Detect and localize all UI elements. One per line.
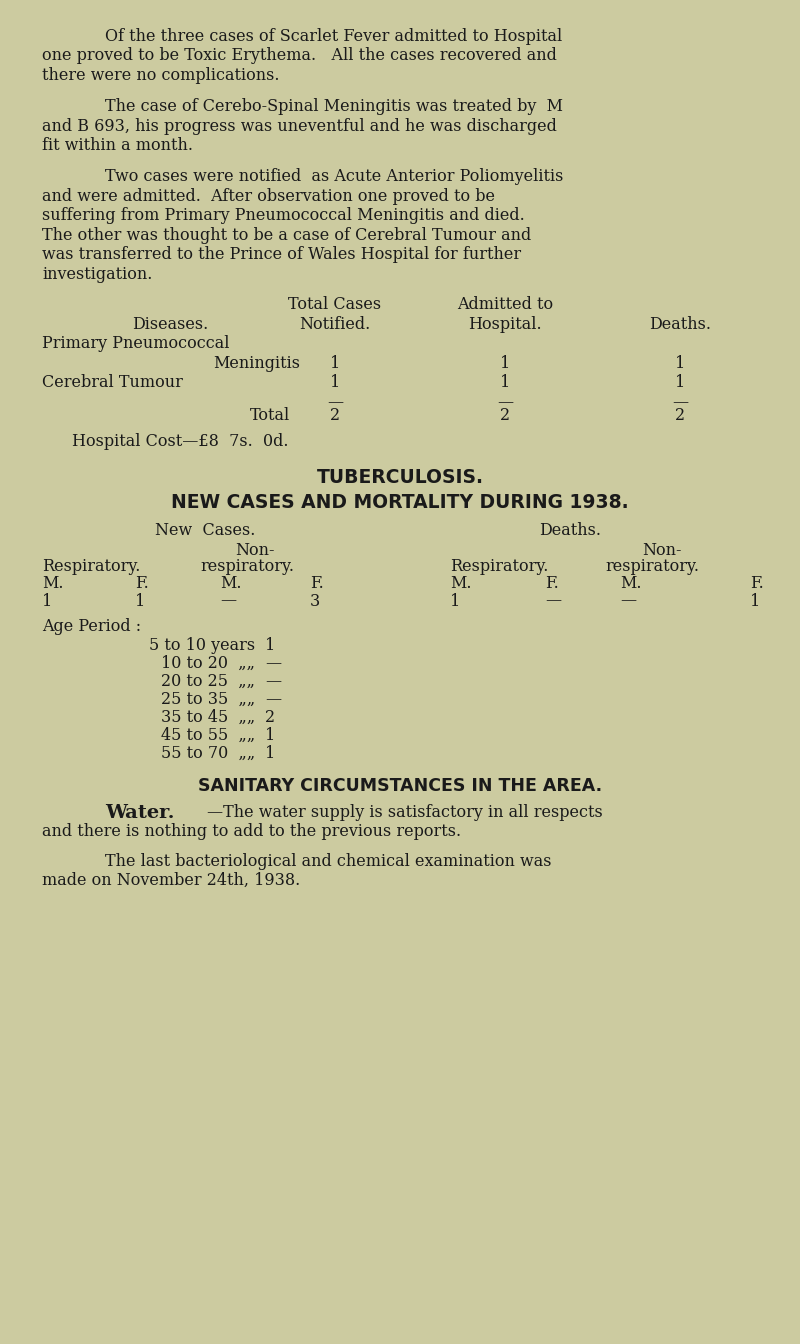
Text: 5 to 10 years: 5 to 10 years	[149, 637, 255, 655]
Text: 1: 1	[265, 637, 275, 655]
Text: —: —	[265, 691, 281, 708]
Text: fit within a month.: fit within a month.	[42, 137, 193, 155]
Text: Total Cases: Total Cases	[289, 296, 382, 313]
Text: investigation.: investigation.	[42, 266, 152, 282]
Text: Deaths.: Deaths.	[539, 523, 601, 539]
Text: Deaths.: Deaths.	[649, 316, 711, 332]
Text: Age Period :: Age Period :	[42, 618, 141, 634]
Text: Admitted to: Admitted to	[457, 296, 553, 313]
Text: 45 to 55  „„: 45 to 55 „„	[161, 727, 255, 745]
Text: Hospital.: Hospital.	[468, 316, 542, 332]
Text: Cerebral Tumour: Cerebral Tumour	[42, 374, 183, 391]
Text: was transferred to the Prince of Wales Hospital for further: was transferred to the Prince of Wales H…	[42, 246, 521, 263]
Text: 1: 1	[265, 727, 275, 745]
Text: 1: 1	[330, 355, 340, 372]
Text: respiratory.: respiratory.	[200, 558, 294, 575]
Text: —: —	[620, 593, 636, 610]
Text: 2: 2	[675, 407, 685, 425]
Text: Non-: Non-	[642, 542, 682, 559]
Text: —: —	[265, 673, 281, 691]
Text: M.: M.	[450, 575, 471, 591]
Text: 1: 1	[42, 593, 52, 610]
Text: 25 to 35  „„: 25 to 35 „„	[161, 691, 255, 708]
Text: 1: 1	[135, 593, 146, 610]
Text: SANITARY CIRCUMSTANCES IN THE AREA.: SANITARY CIRCUMSTANCES IN THE AREA.	[198, 777, 602, 794]
Text: 3: 3	[310, 593, 320, 610]
Text: suffering from Primary Pneumococcal Meningitis and died.: suffering from Primary Pneumococcal Meni…	[42, 207, 525, 224]
Text: Of the three cases of Scarlet Fever admitted to Hospital: Of the three cases of Scarlet Fever admi…	[105, 28, 562, 44]
Text: F.: F.	[545, 575, 558, 591]
Text: —: —	[220, 593, 236, 610]
Text: 55 to 70  „„: 55 to 70 „„	[161, 745, 255, 762]
Text: Primary Pneumococcal: Primary Pneumococcal	[42, 335, 230, 352]
Text: 10 to 20  „„: 10 to 20 „„	[161, 656, 255, 672]
Text: 35 to 45  „„: 35 to 45 „„	[161, 710, 255, 726]
Text: The case of Cerebo-Spinal Meningitis was treated by  M: The case of Cerebo-Spinal Meningitis was…	[105, 98, 563, 116]
Text: 2: 2	[330, 407, 340, 425]
Text: Non-: Non-	[235, 542, 274, 559]
Text: TUBERCULOSIS.: TUBERCULOSIS.	[317, 468, 483, 487]
Text: Respiratory.: Respiratory.	[42, 558, 140, 575]
Text: Hospital Cost—£8  7s.  0d.: Hospital Cost—£8 7s. 0d.	[72, 433, 289, 450]
Text: Total: Total	[250, 407, 290, 425]
Text: 1: 1	[330, 374, 340, 391]
Text: Notified.: Notified.	[299, 316, 370, 332]
Text: F.: F.	[135, 575, 149, 591]
Text: —: —	[672, 394, 688, 411]
Text: NEW CASES AND MORTALITY DURING 1938.: NEW CASES AND MORTALITY DURING 1938.	[171, 493, 629, 512]
Text: 1: 1	[675, 355, 685, 372]
Text: The last bacteriological and chemical examination was: The last bacteriological and chemical ex…	[105, 852, 551, 870]
Text: Diseases.: Diseases.	[132, 316, 208, 332]
Text: 1: 1	[265, 745, 275, 762]
Text: M.: M.	[220, 575, 242, 591]
Text: F.: F.	[750, 575, 764, 591]
Text: —: —	[497, 394, 513, 411]
Text: 1: 1	[450, 593, 460, 610]
Text: The other was thought to be a case of Cerebral Tumour and: The other was thought to be a case of Ce…	[42, 227, 531, 243]
Text: and B 693, his progress was uneventful and he was discharged: and B 693, his progress was uneventful a…	[42, 118, 557, 134]
Text: —: —	[265, 656, 281, 672]
Text: —: —	[327, 394, 343, 411]
Text: 2: 2	[265, 710, 275, 726]
Text: and were admitted.  After observation one proved to be: and were admitted. After observation one…	[42, 188, 495, 204]
Text: 1: 1	[750, 593, 760, 610]
Text: 1: 1	[675, 374, 685, 391]
Text: Meningitis: Meningitis	[213, 355, 300, 372]
Text: M.: M.	[620, 575, 642, 591]
Text: New  Cases.: New Cases.	[155, 523, 255, 539]
Text: made on November 24th, 1938.: made on November 24th, 1938.	[42, 872, 300, 890]
Text: Two cases were notified  as Acute Anterior Poliomyelitis: Two cases were notified as Acute Anterio…	[105, 168, 563, 185]
Text: there were no complications.: there were no complications.	[42, 67, 279, 83]
Text: —The water supply is satisfactory in all respects: —The water supply is satisfactory in all…	[207, 804, 602, 821]
Text: 20 to 25  „„: 20 to 25 „„	[161, 673, 255, 691]
Text: F.: F.	[310, 575, 324, 591]
Text: respiratory.: respiratory.	[605, 558, 699, 575]
Text: 1: 1	[500, 374, 510, 391]
Text: —: —	[545, 593, 561, 610]
Text: one proved to be Toxic Erythema.   All the cases recovered and: one proved to be Toxic Erythema. All the…	[42, 47, 557, 65]
Text: M.: M.	[42, 575, 63, 591]
Text: Respiratory.: Respiratory.	[450, 558, 548, 575]
Text: and there is nothing to add to the previous reports.: and there is nothing to add to the previ…	[42, 824, 461, 840]
Text: 2: 2	[500, 407, 510, 425]
Text: 1: 1	[500, 355, 510, 372]
Text: Water.: Water.	[105, 804, 174, 823]
